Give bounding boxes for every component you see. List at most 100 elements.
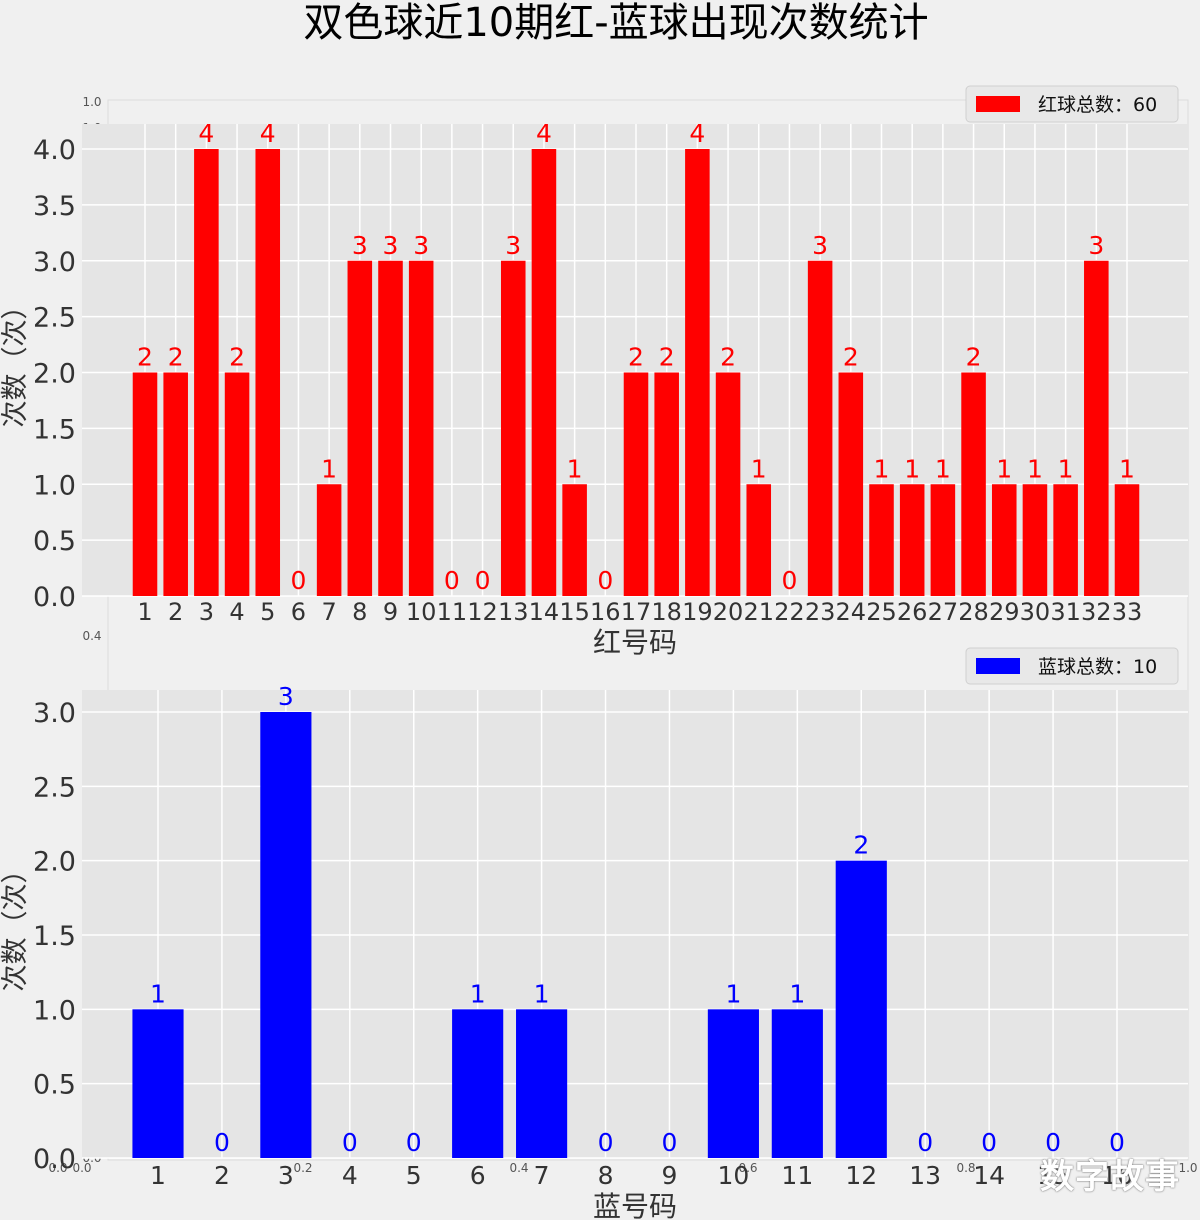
x-tick-label: 2 <box>168 598 183 626</box>
bar <box>685 149 710 596</box>
ghost-axes-frame <box>107 99 1189 1161</box>
bar <box>654 372 679 596</box>
x-tick-label: 16 <box>590 598 621 626</box>
legend-label: 蓝球总数：10 <box>1038 656 1157 678</box>
x-tick-label: 29 <box>989 598 1020 626</box>
bar <box>807 260 833 596</box>
bar <box>1084 260 1109 596</box>
data-label: 4 <box>536 119 552 148</box>
x-tick-label: 24 <box>836 598 867 626</box>
data-label: 2 <box>720 343 736 372</box>
data-label: 2 <box>168 343 184 372</box>
bar <box>838 372 864 596</box>
data-label: 1 <box>996 454 1012 483</box>
x-tick-label: 4 <box>229 598 244 626</box>
x-tick-label: 27 <box>928 598 959 626</box>
ghost-y-tick-label: 1.0 <box>82 95 101 109</box>
x-tick-label: 13 <box>498 598 529 626</box>
data-label: 2 <box>843 343 859 372</box>
y-axis-label: 次数（次） <box>0 857 31 992</box>
bar <box>771 1009 823 1158</box>
x-tick-label: 31 <box>1050 598 1081 626</box>
x-tick-label: 15 <box>1037 1161 1069 1190</box>
bar <box>260 712 312 1158</box>
bar <box>132 372 158 596</box>
y-tick-label: 1.0 <box>33 470 76 501</box>
data-label: 3 <box>812 231 828 260</box>
x-tick-label: 5 <box>260 598 275 626</box>
bar <box>316 484 342 596</box>
legend-swatch <box>976 658 1020 674</box>
data-label: 1 <box>534 979 550 1008</box>
bar <box>1022 484 1048 596</box>
y-tick-label: 1.5 <box>33 921 76 952</box>
data-label: 1 <box>751 454 767 483</box>
x-tick-label: 12 <box>845 1161 877 1190</box>
y-tick-label: 2.5 <box>33 303 76 334</box>
data-label: 3 <box>1088 231 1104 260</box>
x-tick-label: 8 <box>598 1161 614 1190</box>
data-label: 1 <box>935 454 951 483</box>
data-label: 1 <box>1119 454 1135 483</box>
y-tick-label: 0.0 <box>33 1144 76 1175</box>
data-label: 0 <box>290 566 306 595</box>
legend-box <box>965 85 1179 123</box>
data-label: 4 <box>198 119 214 148</box>
x-tick-label: 1 <box>137 598 152 626</box>
bar <box>255 149 281 596</box>
bar <box>531 149 557 596</box>
x-tick-label: 10 <box>406 598 437 626</box>
data-label: 1 <box>1058 454 1074 483</box>
x-tick-label: 20 <box>713 598 744 626</box>
y-tick-label: 3.0 <box>33 698 76 729</box>
data-label: 1 <box>725 979 741 1008</box>
data-label: 1 <box>1027 454 1043 483</box>
legend-swatch <box>976 96 1020 112</box>
bar <box>132 1009 184 1158</box>
plot-area-2 <box>82 690 1188 1158</box>
data-label: 2 <box>229 343 245 372</box>
data-label: 0 <box>444 566 460 595</box>
x-tick-label: 4 <box>342 1161 358 1190</box>
data-label: 1 <box>789 979 805 1008</box>
bar <box>1053 484 1078 596</box>
x-tick-label: 11 <box>781 1161 813 1190</box>
bar <box>623 372 649 596</box>
bar <box>715 372 741 596</box>
ghost-x-tick-label: 0.0 <box>72 1161 91 1175</box>
data-label: 3 <box>413 231 429 260</box>
data-label: 2 <box>853 831 869 860</box>
data-label: 1 <box>874 454 890 483</box>
chart-title: 双色球近10期红-蓝球出现次数统计 <box>303 0 928 46</box>
y-tick-label: 1.5 <box>33 414 76 445</box>
x-tick-label: 9 <box>383 598 398 626</box>
bar <box>224 372 250 596</box>
data-label: 3 <box>278 682 294 711</box>
data-label: 1 <box>567 454 583 483</box>
data-label: 0 <box>662 1128 678 1157</box>
x-tick-label: 17 <box>621 598 652 626</box>
data-label: 0 <box>342 1128 358 1157</box>
bar <box>500 260 526 596</box>
x-tick-label: 16 <box>1101 1161 1133 1190</box>
y-tick-label: 0.5 <box>33 1070 76 1101</box>
x-tick-label: 23 <box>805 598 836 626</box>
x-tick-label: 1 <box>150 1161 166 1190</box>
x-tick-label: 8 <box>352 598 367 626</box>
bar <box>452 1009 504 1158</box>
x-tick-label: 32 <box>1081 598 1112 626</box>
data-label: 1 <box>470 979 486 1008</box>
x-tick-label: 9 <box>662 1161 678 1190</box>
x-tick-label: 2 <box>214 1161 230 1190</box>
x-tick-label: 19 <box>682 598 713 626</box>
data-label: 0 <box>406 1128 422 1157</box>
ghost-x-tick-label: 0.6 <box>738 1161 757 1175</box>
data-label: 0 <box>981 1128 997 1157</box>
bar <box>869 484 894 596</box>
bar <box>163 372 188 596</box>
x-axis-label: 蓝号码 <box>593 1190 677 1220</box>
x-tick-label: 22 <box>774 598 805 626</box>
y-axis-label: 次数（次） <box>0 293 31 428</box>
y-tick-label: 2.5 <box>33 772 76 803</box>
